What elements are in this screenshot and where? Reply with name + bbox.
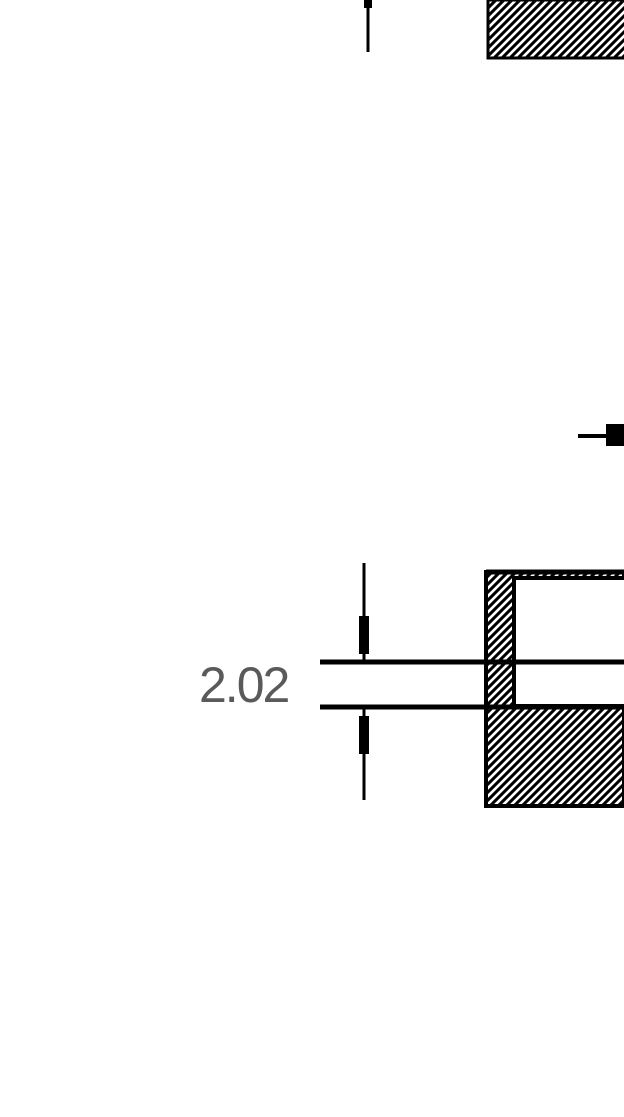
top-dimension-leader bbox=[364, 0, 372, 52]
upper-dimension-arrow bbox=[359, 563, 369, 660]
top-hatched-section bbox=[486, 0, 624, 60]
center-arrow bbox=[578, 424, 624, 446]
lower-dimension-arrow bbox=[359, 709, 369, 800]
lower-hatched-section bbox=[484, 569, 624, 808]
dimension-label: 2.02 bbox=[199, 657, 289, 713]
